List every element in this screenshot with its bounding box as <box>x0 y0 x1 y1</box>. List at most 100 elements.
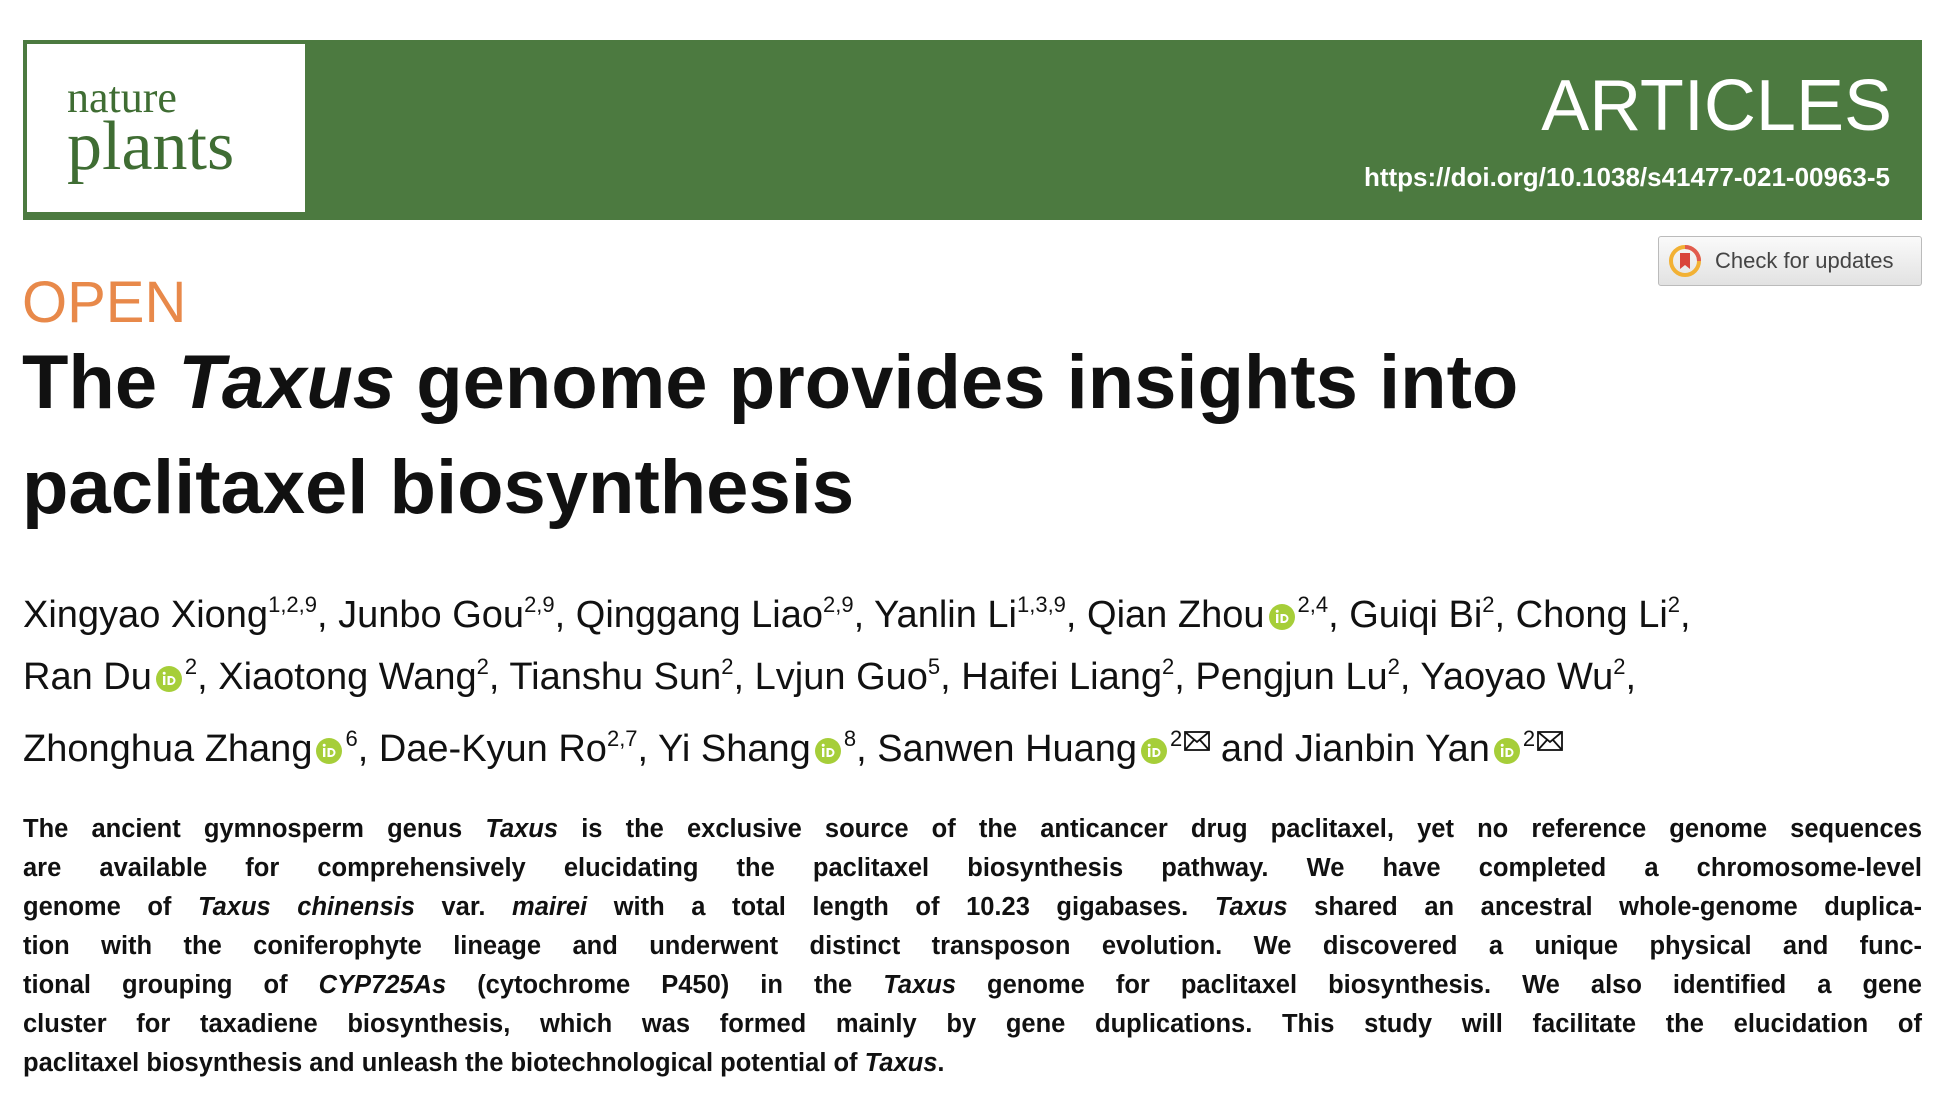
affiliation: 6 <box>345 726 358 751</box>
text-run: tion with the coniferophyte lineage and … <box>23 932 1922 960</box>
email-icon[interactable] <box>1537 710 1564 769</box>
author-name[interactable]: Jianbin Yan <box>1294 728 1490 770</box>
updates-icon <box>1669 245 1701 277</box>
logo-text: nature <box>67 73 177 122</box>
text-run: The ancient gymnosperm genus <box>23 815 486 843</box>
text-line: are available for comprehensively elucid… <box>23 849 1922 888</box>
affiliation: 8 <box>843 726 857 751</box>
doi-link[interactable]: https://doi.org/10.1038/s41477-021-00963… <box>1363 162 1890 192</box>
affiliation: 2 <box>476 654 489 679</box>
text-run: . <box>937 1049 945 1077</box>
affiliation: 2,9 <box>524 592 555 617</box>
text-run: var. <box>414 893 513 921</box>
author-name[interactable]: Tianshu Sun <box>509 656 722 698</box>
author-line: Xingyao Xiong1,2,9, Junbo Gou2,9, Qingga… <box>23 586 1691 648</box>
separator: , <box>554 594 576 636</box>
affiliation: 2 <box>1161 654 1175 679</box>
affiliation: 1,3,9 <box>1016 592 1066 617</box>
orcid-icon[interactable] <box>1141 723 1168 782</box>
open-access-label: OPEN <box>22 270 187 335</box>
orcid-icon[interactable] <box>155 651 182 710</box>
author-name[interactable]: Sanwen Huang <box>877 728 1138 770</box>
separator: and <box>1210 728 1295 770</box>
affiliation: 5 <box>927 654 941 679</box>
affiliation: 1,2,9 <box>268 592 318 617</box>
button-label: Check for updates <box>1715 248 1894 273</box>
text-run: genome provides insights into <box>395 340 1519 425</box>
text-line: genome of Taxus chinensis var. mairei wi… <box>23 888 1922 927</box>
separator: , <box>940 656 962 698</box>
abstract: The ancient gymnosperm genus Taxus is th… <box>23 810 1922 1083</box>
author-name[interactable]: Junbo Gou <box>338 594 525 636</box>
author-name[interactable]: Xiaotong Wang <box>218 656 477 698</box>
author-name[interactable]: Guiqi Bi <box>1349 594 1483 636</box>
text-run: (cytochrome P450) in the <box>446 971 884 999</box>
affiliation: 2,9 <box>823 592 854 617</box>
separator: , <box>1065 594 1088 636</box>
text-run: Taxus <box>883 971 957 999</box>
text-run: tional grouping of <box>23 971 319 999</box>
text-run: genome for paclitaxel biosynthesis. We a… <box>956 971 1922 999</box>
text-run: shared an ancestral whole-genome duplica… <box>1287 893 1923 921</box>
separator: , <box>197 656 219 698</box>
separator: , <box>637 728 658 770</box>
author-name[interactable]: Xingyao Xiong <box>23 594 269 636</box>
orcid-icon[interactable] <box>1493 723 1520 782</box>
author-name[interactable]: Qian Zhou <box>1087 594 1265 636</box>
email-icon[interactable] <box>1184 710 1211 769</box>
separator: , <box>733 656 755 698</box>
author-name[interactable]: Haifei Liang <box>961 656 1162 698</box>
orcid-icon[interactable] <box>316 723 343 782</box>
text-run: mairei <box>512 893 588 921</box>
title-line: The Taxus genome provides insights into <box>22 330 1518 435</box>
author-line: Zhonghua Zhang 6, Dae-Kyun Ro2,7, Yi Shan… <box>23 710 1691 782</box>
separator: , <box>1680 594 1691 636</box>
author-name[interactable]: Dae-Kyun Ro <box>378 728 607 770</box>
affiliation: 2 <box>184 654 198 679</box>
affiliation: 2 <box>1387 654 1400 679</box>
text-run: Taxus <box>485 815 559 843</box>
logo-text: plants <box>67 108 235 185</box>
check-updates-button[interactable]: Check for updates <box>1658 236 1922 286</box>
author-name[interactable]: Zhonghua Zhang <box>23 728 313 770</box>
separator: , <box>1494 594 1516 636</box>
text-line: tion with the coniferophyte lineage and … <box>23 927 1922 966</box>
journal-logo[interactable]: nature plants <box>27 44 305 212</box>
text-run: is the exclusive source of the anticance… <box>558 815 1922 843</box>
orcid-icon[interactable] <box>814 723 841 782</box>
text-run: paclitaxel biosynthesis <box>22 445 855 530</box>
separator: , <box>1399 656 1421 698</box>
text-line: cluster for taxadiene biosynthesis, whic… <box>23 1005 1922 1044</box>
text-run: Taxus <box>864 1049 938 1077</box>
separator: , <box>1328 594 1350 636</box>
author-name[interactable]: Yanlin Li <box>874 594 1017 636</box>
article-title: The Taxus genome provides insights into p… <box>22 330 1518 540</box>
text-run: CYP725As <box>318 971 447 999</box>
author-name[interactable]: Chong Li <box>1515 594 1668 636</box>
author-name[interactable]: Ran Du <box>23 656 152 698</box>
author-name[interactable]: Lvjun Guo <box>754 656 928 698</box>
text-line: The ancient gymnosperm genus Taxus is th… <box>23 810 1922 849</box>
header-band: nature plants ARTICLES https://doi.org/1… <box>23 40 1922 220</box>
separator: , <box>853 594 875 636</box>
separator: , <box>357 728 379 770</box>
title-line: paclitaxel biosynthesis <box>22 435 1518 540</box>
affiliation: 2 <box>1613 654 1626 679</box>
affiliation: 2 <box>1170 726 1183 751</box>
author-name[interactable]: Yi Shang <box>657 728 811 770</box>
author-line: Ran Du 2, Xiaotong Wang2, Tianshu Sun2, L… <box>23 648 1691 710</box>
text-run: Taxus <box>1214 893 1288 921</box>
text-run: with a total length of 10.23 gigabases. <box>587 893 1215 921</box>
author-name[interactable]: Yaoyao Wu <box>1420 656 1614 698</box>
text-run: The <box>22 340 179 425</box>
separator: , <box>317 594 339 636</box>
text-line: paclitaxel biosynthesis and unleash the … <box>23 1044 1922 1083</box>
author-name[interactable]: Pengjun Lu <box>1195 656 1388 698</box>
author-name[interactable]: Qinggang Liao <box>575 594 823 636</box>
affiliation: 2 <box>721 654 734 679</box>
author-list: Xingyao Xiong1,2,9, Junbo Gou2,9, Qingga… <box>23 586 1691 782</box>
affiliation: 2 <box>1482 592 1495 617</box>
text-run: cluster for taxadiene biosynthesis, whic… <box>23 1010 1922 1038</box>
separator: , <box>1625 656 1637 698</box>
orcid-icon[interactable] <box>1268 589 1295 648</box>
